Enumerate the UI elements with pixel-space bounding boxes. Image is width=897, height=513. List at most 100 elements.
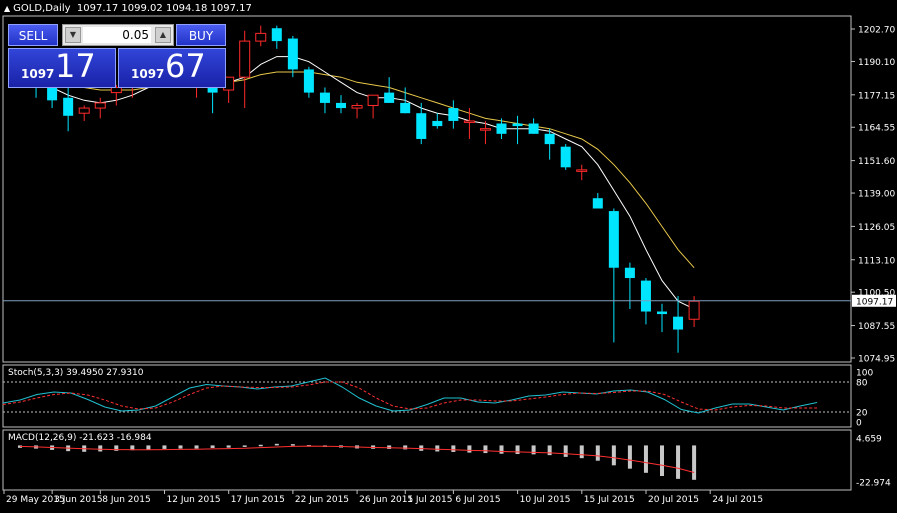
date-tick-label: 17 Jun 2015 [231,495,285,505]
buy-button[interactable]: BUY [176,24,226,46]
macd-bar [611,445,616,466]
candle-body [624,267,635,279]
macd-bar [563,445,568,457]
stoch-label: Stoch(5,3,3) 39.4950 27.9310 [8,368,144,378]
macd-axis-label: 4.659 [856,435,882,445]
macd-bar [499,445,504,454]
lot-increase-icon[interactable]: ▲ [155,27,171,43]
candle [271,25,282,49]
candle-body [640,280,651,312]
candle-body [544,133,555,145]
candle-body [416,113,427,139]
price-tick-label: 1151.60 [858,157,895,167]
candle [592,193,603,209]
macd-bar [114,445,119,451]
macd-histogram [18,443,697,480]
candle-body [94,102,106,109]
candle-body [400,102,411,114]
macd-bar [692,445,697,480]
stoch-level-label: 100 [856,369,873,379]
date-tick-label: 24 Jul 2015 [712,495,763,505]
macd-signal-line [19,445,695,473]
candle-body [479,128,491,131]
stoch-signal-line [2,381,818,411]
price-tick-label: 1164.55 [858,124,895,134]
candle [78,105,90,121]
macd-frame [2,429,852,491]
candle-body [560,146,571,168]
series-line [19,56,695,310]
candle [94,97,106,119]
macd-bar [274,443,279,446]
series-line [20,71,695,269]
macd-bar [130,445,135,451]
candle [448,100,459,129]
macd-bar [483,445,488,454]
candle-body [287,38,298,70]
lot-size-input[interactable] [83,27,151,43]
candle-body [63,97,74,116]
stoch-level-label: 80 [856,379,868,389]
macd-bar [242,445,247,447]
bid-price-pips: 17 [55,47,96,85]
sell-button[interactable]: SELL [8,24,58,46]
macd-bar [451,445,456,452]
candle-body [608,211,619,268]
lot-decrease-icon[interactable]: ▼ [65,27,81,43]
candle-body [496,123,507,134]
price-tick-label: 1074.95 [858,355,895,365]
candle [463,108,475,139]
symbol-timeframe: GOLD,Daily [13,3,71,14]
ohlc-readout: 1097.17 1099.02 1094.18 1097.17 [76,3,252,14]
macd-bar [579,445,584,459]
stoch-level-label: 20 [856,409,868,419]
macd-label: MACD(12,26,9) -21.623 -16.984 [8,433,152,443]
price-axis: 1202.70 1190.10 1177.15 1164.55 1151.60 1139.… [851,26,896,365]
collapse-triangle-icon[interactable]: ▲ [4,4,11,13]
candle-body [336,102,346,109]
macd-bar [435,445,440,452]
candle-body [576,169,588,172]
price-tick-label: 1177.15 [858,91,895,101]
macd-bar [194,445,199,449]
macd-bar [387,445,392,449]
ma-slow-line [20,71,695,269]
macd-bar [627,445,632,469]
macd-bar [547,445,552,456]
candle [608,208,619,343]
candle-body [432,120,443,127]
candle-body [78,107,90,114]
candle [624,262,635,309]
bid-price-box[interactable]: 1097 17 [8,47,116,88]
candle-body [592,198,603,209]
chart-header: ▲ GOLD,Daily 1097.17 1099.02 1094.18 1097… [4,3,252,14]
candle-body [110,86,122,94]
macd-bar [467,445,472,453]
price-tick-label: 1100.50 [858,289,895,299]
candle [287,35,298,78]
stoch-main-line [2,377,818,414]
price-tick-label: 1190.10 [858,58,895,68]
ask-price-box[interactable]: 1097 67 [118,47,226,88]
candle [512,115,523,145]
price-tick-label: 1202.70 [858,26,895,36]
macd-axis-label: -22.974 [856,479,891,489]
candle-body [384,92,395,103]
candle [673,296,684,353]
candle [544,128,555,160]
current-price-label: 1097.17 [856,297,893,307]
macd-bar [146,445,151,450]
candle [416,102,427,145]
macd-bar [531,445,536,455]
price-tick-label: 1139.00 [858,190,895,200]
candle [319,87,330,114]
price-tick-label: 1126.05 [858,223,895,233]
macd-axis: 4.659 -22.974 [856,435,891,489]
date-tick-label: 29 May 2015 [6,495,65,505]
candle [336,95,346,114]
macd-bar [290,444,295,446]
candle-body [673,316,684,330]
